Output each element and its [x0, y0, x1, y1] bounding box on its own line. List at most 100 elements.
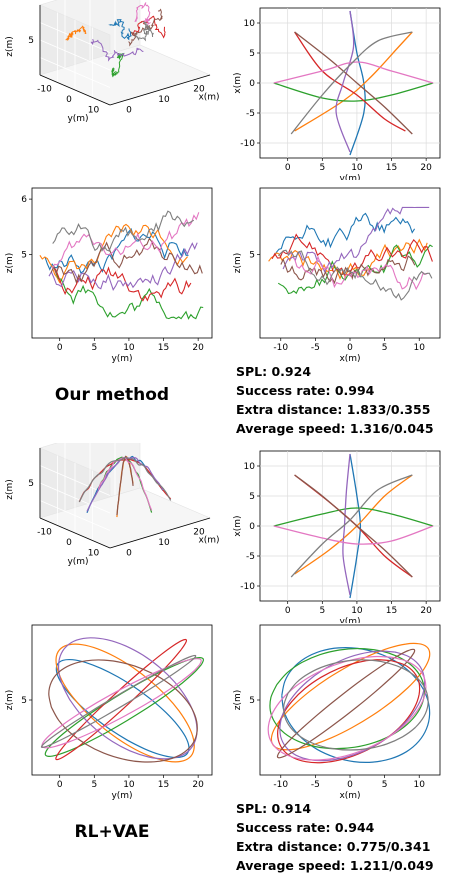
x-tick-label: 15 [158, 343, 169, 353]
x-axis-label: y(m) [339, 174, 360, 180]
our-yz-plot: 0 5 10 15 20 5 6 y(m) z(m) [5, 187, 213, 363]
series-line [294, 474, 413, 578]
x-axis-line [109, 74, 211, 106]
y-axis-label: z(m) [233, 690, 243, 711]
x-tick-label: 5 [319, 606, 325, 616]
grid-line [39, 482, 111, 514]
series-line [55, 658, 190, 759]
x-tick-label: 20 [420, 606, 432, 616]
y-tick-label: 5 [249, 49, 255, 59]
series-line [108, 19, 132, 41]
series-line [283, 659, 429, 751]
y-tick-label: 10 [88, 549, 100, 559]
x-tick-label: 0 [285, 163, 291, 173]
series-line [294, 31, 413, 132]
x-tick-label: 0 [57, 780, 63, 790]
x-tick-label: 10 [414, 780, 426, 790]
y-axis-line [39, 74, 111, 106]
series-line [52, 210, 195, 253]
y-tick-label: 10 [88, 106, 100, 116]
our-yz-panel: 0 5 10 15 20 5 6 y(m) z(m) [0, 178, 225, 363]
x-axis-label: y(m) [339, 617, 360, 623]
y-tick-label: 5 [21, 251, 27, 261]
y-tick-label: 6 [21, 195, 27, 205]
rl-xz-panel: -10 -5 0 5 10 5 x(m) z(m) [225, 615, 450, 800]
our-xy-panel: 0 5 10 15 20 -10 -5 0 5 10 y(m) x(m) [225, 0, 450, 180]
series-line [90, 38, 144, 62]
series-line [294, 31, 413, 135]
series-line [134, 2, 151, 26]
series-line [65, 25, 87, 41]
y-tick-label: -10 [37, 85, 52, 95]
series-line [48, 242, 198, 291]
x-axis-label: y(m) [111, 791, 132, 800]
x-tick-label: 10 [351, 606, 363, 616]
series-line [78, 456, 172, 503]
series-line [280, 255, 416, 285]
x-tick-label: 10 [123, 780, 135, 790]
x-tick-label: 20 [192, 343, 204, 353]
series-line [57, 637, 198, 760]
y-axis-line [39, 517, 111, 549]
series-line [111, 52, 125, 78]
y-tick-label: 5 [21, 696, 27, 706]
series-line [277, 659, 421, 764]
metric-spl: SPL: 0.924 [236, 364, 312, 379]
x-tick-label: 0 [347, 780, 353, 790]
series-line [44, 227, 189, 274]
x-tick-label: 20 [193, 528, 205, 538]
rl-xz-plot: -10 -5 0 5 10 5 x(m) z(m) [233, 624, 441, 800]
x-tick-label: 5 [382, 780, 388, 790]
y-axis-label: z(m) [233, 253, 243, 274]
x-axis-label: x(m) [339, 791, 360, 800]
series-line [44, 656, 205, 758]
y-tick-label: 10 [244, 462, 256, 472]
rl-xy-panel: 0 5 10 15 20 -10 -5 0 5 10 y(m) x(m) [225, 443, 450, 623]
y-axis-label: y(m) [67, 557, 88, 567]
series-line [349, 453, 362, 599]
x-tick-label: 20 [193, 85, 205, 95]
grid-line [39, 22, 111, 53]
x-axis-label: x(m) [339, 354, 360, 363]
z-tick-label: 5 [28, 479, 34, 489]
method-name-rl-vae: RL+VAE [74, 822, 150, 842]
series-line [273, 507, 434, 527]
z-axis-label: z(m) [5, 479, 15, 500]
series-line [116, 455, 134, 516]
y-tick-label: 5 [249, 492, 255, 502]
x-tick-label: -5 [311, 343, 320, 353]
x-tick-label: 20 [420, 163, 432, 173]
y-tick-label: -5 [246, 109, 255, 119]
series-line [50, 237, 203, 284]
metric-extra-distance: Extra distance: 0.775/0.341 [236, 839, 431, 854]
plot-frame [31, 624, 213, 776]
series-line [290, 474, 413, 578]
series-line [273, 525, 434, 545]
method-name-ours: Our method [54, 385, 170, 405]
rl-yz-plot: 0 5 10 15 20 5 y(m) z(m) [5, 624, 213, 800]
metrics-rl-vae: SPL: 0.914 Success rate: 0.944 Extra dis… [236, 799, 434, 875]
y-axis-label: z(m) [5, 690, 15, 711]
x-tick-label: -10 [273, 343, 288, 353]
our-3d-panel: 0 10 20 -10 0 10 5 x(m) y(m) z(m) [0, 0, 225, 165]
x-tick-label: 15 [386, 163, 397, 173]
series-line [271, 233, 433, 276]
y-tick-label: 5 [249, 251, 255, 261]
x-tick-label: 0 [57, 343, 63, 353]
x-axis-label: x(m) [198, 536, 219, 546]
metric-success-rate: Success rate: 0.944 [236, 820, 375, 835]
x-tick-label: 0 [347, 343, 353, 353]
series-line [51, 212, 200, 269]
y-tick-label: 0 [249, 522, 255, 532]
x-tick-label: 10 [123, 343, 135, 353]
series-line [39, 223, 189, 284]
series-line [55, 638, 188, 761]
metric-success-rate: Success rate: 0.994 [236, 383, 375, 398]
x-tick-label: 0 [126, 549, 132, 559]
series-line [273, 61, 434, 84]
x-tick-label: 10 [351, 163, 363, 173]
y-tick-label: 5 [249, 696, 255, 706]
series-line [282, 206, 430, 273]
metric-average-speed: Average speed: 1.211/0.049 [236, 858, 434, 873]
